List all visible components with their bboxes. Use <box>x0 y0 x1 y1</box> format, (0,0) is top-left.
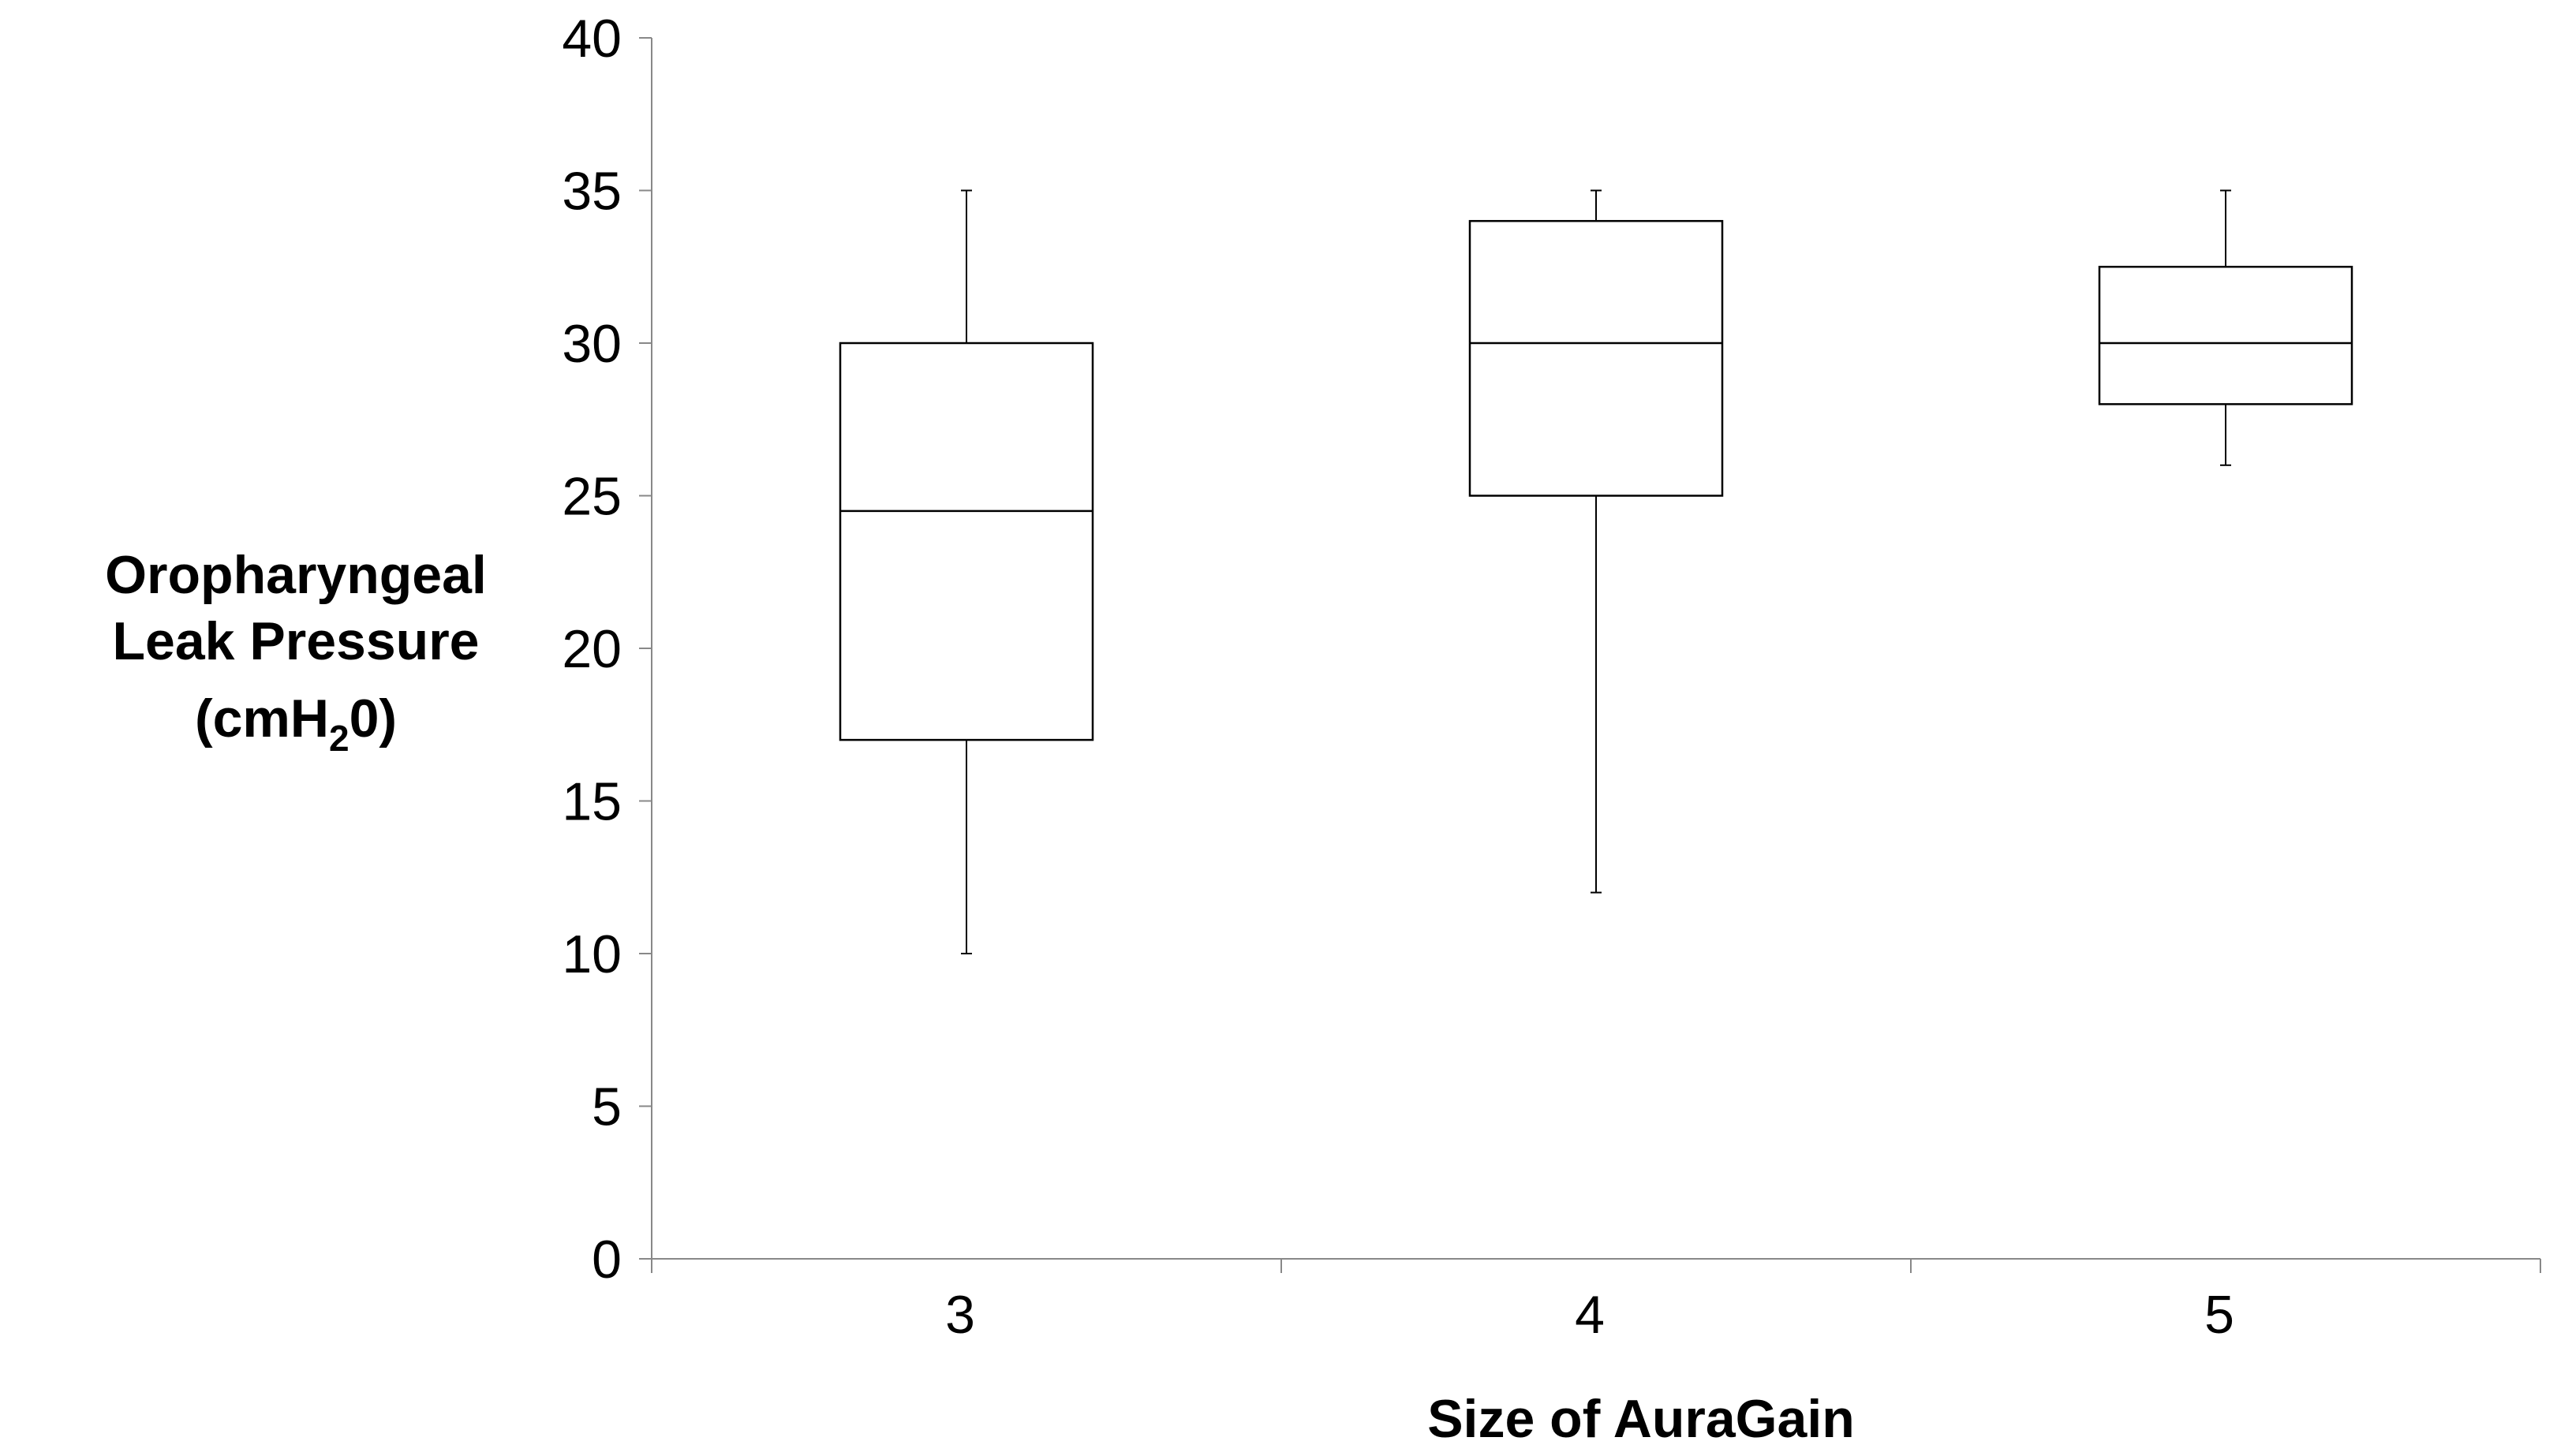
x-tick-label: 4 <box>1575 1285 1605 1345</box>
y-axis-title-line1: Oropharyngeal <box>105 545 487 605</box>
box-4 <box>1468 189 1724 894</box>
y-tick-label: 5 <box>592 1077 622 1137</box>
interquartile-box <box>2098 266 2353 405</box>
x-axis: 3 4 5 <box>651 1258 2541 1345</box>
box-3 <box>839 189 1094 954</box>
interquartile-box <box>839 342 1094 741</box>
y-axis-title-line3: (cmH20) <box>195 689 397 759</box>
y-tick-label: 15 <box>562 772 622 832</box>
y-tick-label: 35 <box>562 162 622 222</box>
y-tick-label: 40 <box>562 9 622 69</box>
x-axis-title: Size of AuraGain <box>1427 1389 1855 1449</box>
box-5 <box>2098 189 2353 466</box>
y-axis-title-line2: Leak Pressure <box>113 611 480 671</box>
y-tick-label: 20 <box>562 619 622 679</box>
y-axis-title: Oropharyngeal Leak Pressure (cmH20) <box>105 545 487 759</box>
y-axis-title-unit-subscript: 2 <box>329 718 350 759</box>
x-tick-label: 5 <box>2204 1285 2234 1345</box>
y-axis-title-unit-prefix: (cmH <box>195 689 329 749</box>
interquartile-box <box>1468 219 1724 497</box>
x-tick-label: 3 <box>945 1285 975 1345</box>
box-series <box>839 189 2353 954</box>
y-axis-title-unit-suffix: 0) <box>350 689 397 749</box>
y-tick-label: 10 <box>562 924 622 984</box>
y-tick-label: 30 <box>562 314 622 374</box>
y-tick-label: 0 <box>592 1230 622 1290</box>
y-tick-label: 25 <box>562 467 622 527</box>
y-axis: 0 5 10 15 20 25 30 35 40 <box>562 9 652 1290</box>
